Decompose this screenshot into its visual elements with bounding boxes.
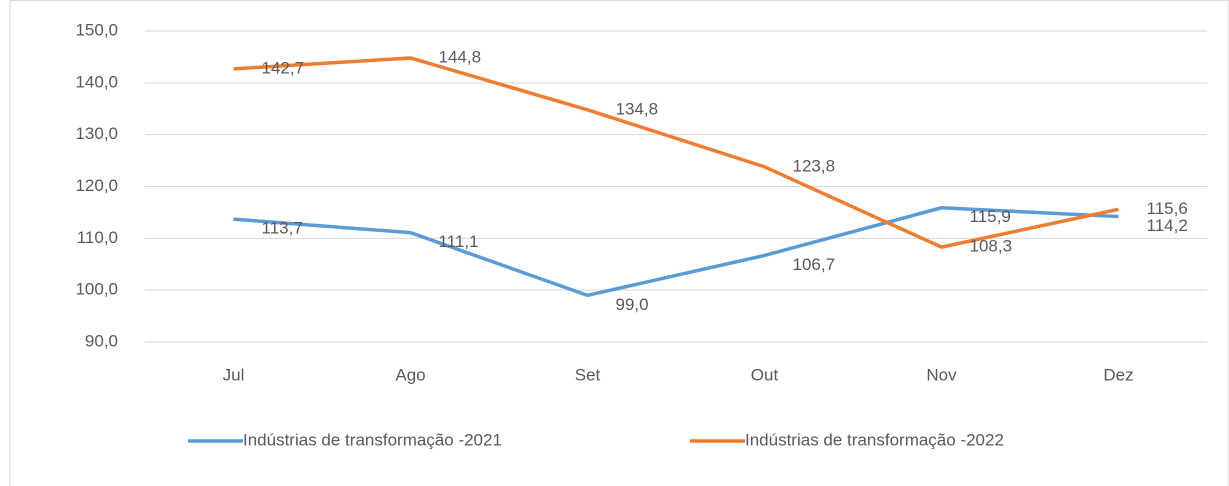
data-label: 144,8 xyxy=(439,47,482,66)
data-label: 123,8 xyxy=(793,156,836,175)
data-label: 108,3 xyxy=(970,237,1013,256)
y-tick-label: 110,0 xyxy=(77,228,118,247)
data-label: 115,6 xyxy=(1147,199,1188,218)
series-line xyxy=(233,206,1119,298)
data-label: 142,7 xyxy=(262,58,305,77)
y-tick-label: 90,0 xyxy=(85,331,118,350)
x-tick-label: Set xyxy=(575,365,601,384)
series-line xyxy=(233,56,1119,249)
legend-label: Indústrias de transformação -2022 xyxy=(745,430,1004,449)
x-tick-label: Dez xyxy=(1103,365,1133,384)
y-tick-label: 100,0 xyxy=(75,280,118,299)
data-label: 99,0 xyxy=(616,295,649,314)
x-tick-label: Nov xyxy=(926,365,957,384)
y-tick-label: 120,0 xyxy=(75,176,118,195)
y-tick-label: 150,0 xyxy=(75,20,118,39)
data-label: 111,1 xyxy=(439,232,479,251)
data-label: 113,7 xyxy=(262,219,303,238)
data-label: 114,2 xyxy=(1147,216,1188,235)
data-label: 134,8 xyxy=(616,99,659,118)
legend-label: Indústrias de transformação -2021 xyxy=(243,430,502,449)
y-tick-label: 130,0 xyxy=(75,124,118,143)
data-label: 106,7 xyxy=(793,255,836,274)
chart-border xyxy=(9,0,1229,486)
x-tick-label: Out xyxy=(751,365,779,384)
x-tick-label: Ago xyxy=(395,365,425,384)
data-label: 115,9 xyxy=(970,207,1011,226)
y-tick-label: 140,0 xyxy=(75,72,118,91)
x-tick-label: Jul xyxy=(223,365,245,384)
